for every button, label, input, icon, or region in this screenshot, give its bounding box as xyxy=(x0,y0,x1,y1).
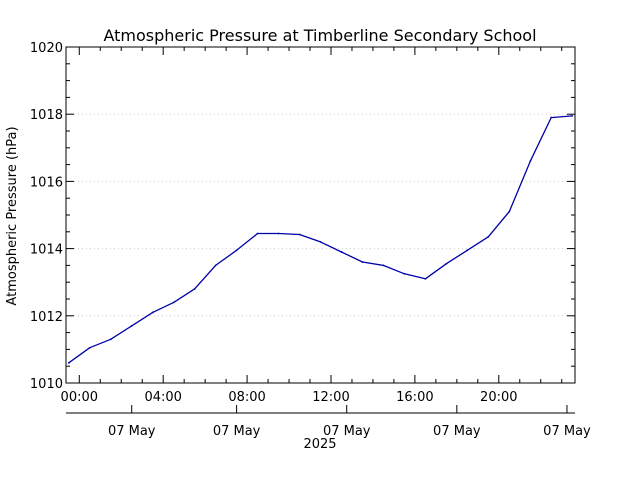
x-tick-label: 20:00 xyxy=(480,390,517,405)
date-tick-label: 07 May xyxy=(108,424,156,439)
pressure-data-point xyxy=(361,261,364,263)
pressure-data-point xyxy=(487,235,490,238)
date-tick-label: 07 May xyxy=(543,424,591,439)
pressure-data-point xyxy=(214,264,217,267)
pressure-data-point xyxy=(382,264,385,267)
date-tick-label: 07 May xyxy=(213,424,261,439)
pressure-data-point xyxy=(235,249,238,252)
pressure-data-point xyxy=(424,277,427,280)
pressure-data-point xyxy=(151,311,154,314)
pressure-data-point xyxy=(319,240,322,243)
pressure-data-point xyxy=(529,160,532,163)
x-tick-label: 00:00 xyxy=(61,390,98,405)
pressure-data-point xyxy=(193,288,196,290)
pressure-data-point xyxy=(445,262,448,265)
pressure-series-line xyxy=(68,115,573,364)
y-tick-label: 1018 xyxy=(30,108,63,123)
pressure-data-point xyxy=(403,272,406,275)
pressure-data-point xyxy=(109,338,112,341)
line-layer xyxy=(67,114,574,364)
y-tick-label: 1020 xyxy=(30,41,63,56)
pressure-data-point xyxy=(130,324,133,327)
x-axis-year-label: 2025 xyxy=(303,437,336,452)
pressure-data-point xyxy=(550,116,553,119)
pressure-data-point xyxy=(340,251,343,253)
date-tick-label: 07 May xyxy=(323,424,371,439)
x-tick-label: 16:00 xyxy=(396,390,433,405)
date-tick-label: 07 May xyxy=(433,424,481,439)
pressure-data-point xyxy=(277,232,280,235)
y-tick-label: 1010 xyxy=(30,377,63,392)
pressure-data-point xyxy=(67,361,70,364)
y-tick-label: 1014 xyxy=(30,243,63,258)
axis-layer: 1010 1012 1014 1016 1018 1020 00:00 04:00 08:00 1… xyxy=(30,41,591,439)
pressure-data-point xyxy=(256,232,259,235)
x-tick-label: 04:00 xyxy=(144,390,181,405)
y-tick-label: 1012 xyxy=(30,310,63,325)
x-tick-label: 12:00 xyxy=(312,390,349,405)
pressure-data-point xyxy=(172,301,175,304)
x-tick-label: 08:00 xyxy=(228,390,265,405)
plot-frame xyxy=(65,46,576,384)
grid-layer xyxy=(66,113,575,317)
pressure-data-point xyxy=(88,346,91,349)
pressure-data-point xyxy=(571,114,574,117)
y-tick-label: 1016 xyxy=(30,175,63,190)
pressure-data-point xyxy=(298,233,301,236)
chart-title: Atmospheric Pressure at Timberline Secon… xyxy=(103,26,536,45)
y-axis-label: Atmospheric Pressure (hPa) xyxy=(5,126,20,305)
pressure-data-point xyxy=(466,249,469,252)
label-layer: Atmospheric Pressure at Timberline Secon… xyxy=(5,26,537,452)
pressure-data-point xyxy=(508,210,511,213)
